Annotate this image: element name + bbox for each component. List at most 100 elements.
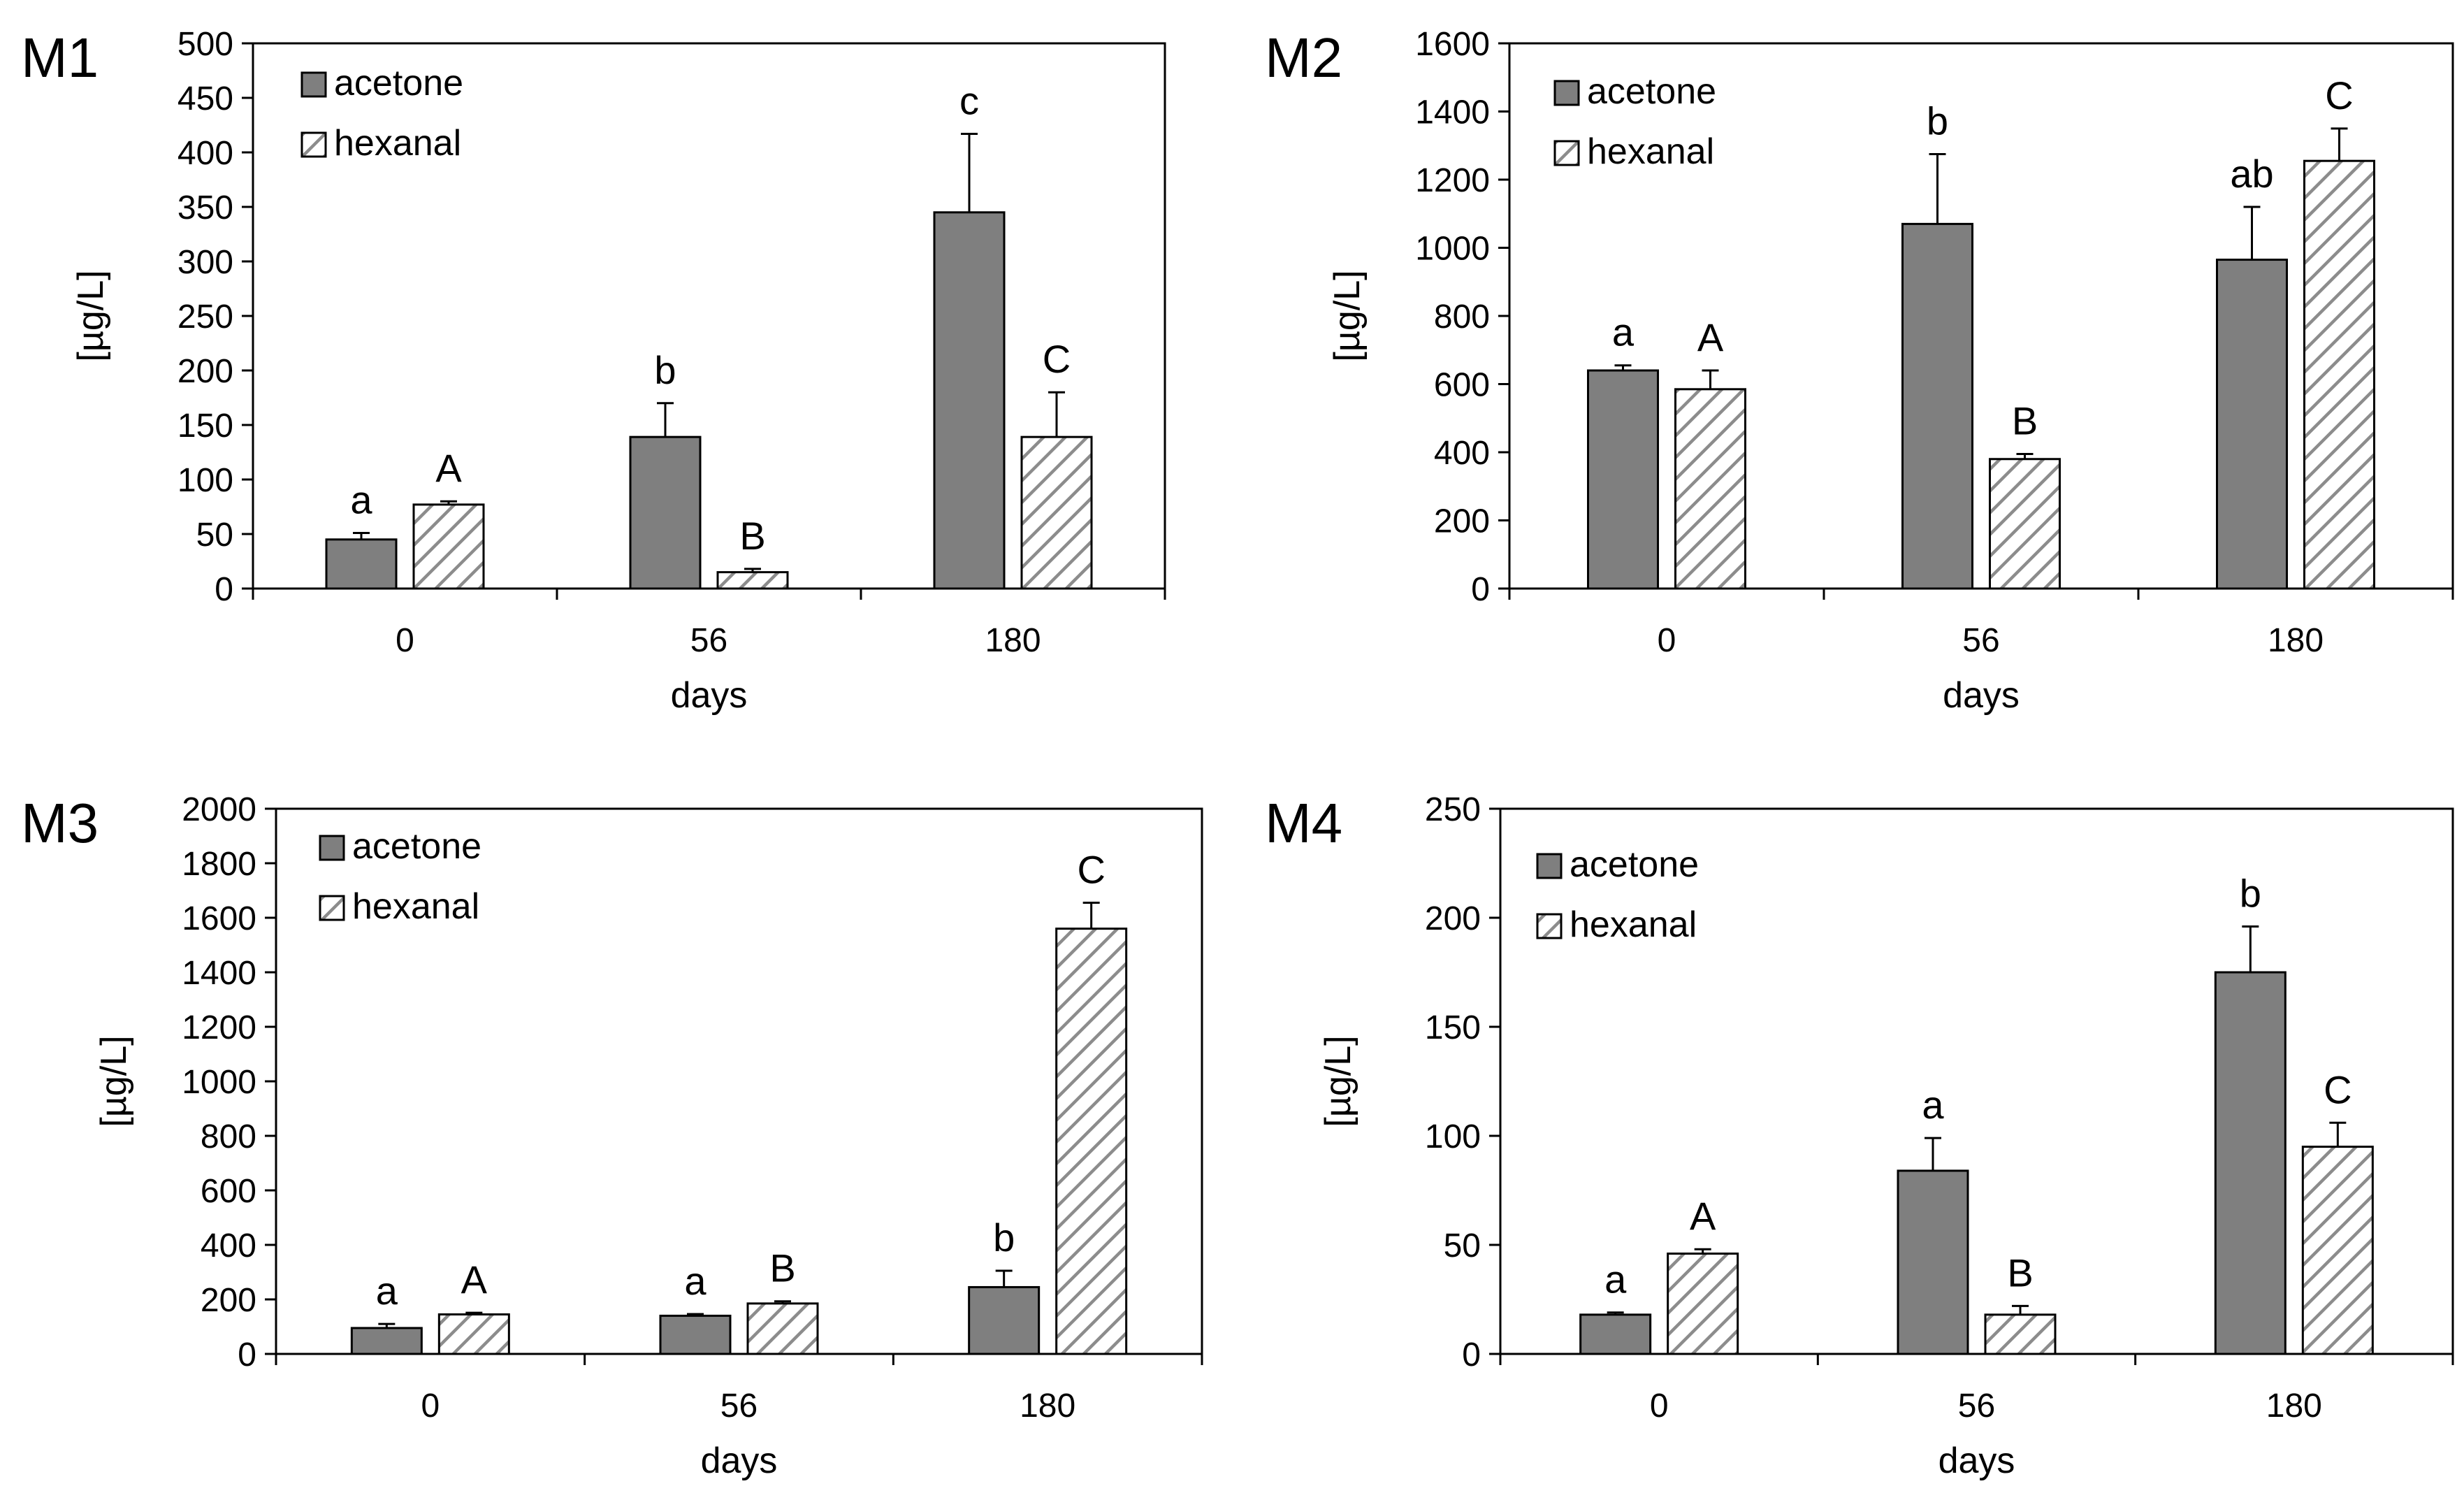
y-tick-label: 0	[238, 1336, 256, 1373]
y-tick-label: 400	[201, 1227, 256, 1264]
legend-label-acetone: acetone	[1570, 844, 1699, 885]
y-tick-label: 400	[1434, 435, 1490, 472]
significance-letter: ab	[2230, 152, 2273, 196]
y-axis-title: [µg/L]	[1318, 1035, 1358, 1127]
significance-letter: a	[1612, 310, 1635, 354]
legend-swatch-hexanal	[1536, 913, 1563, 939]
significance-letter: C	[2324, 1067, 2351, 1111]
legend-label-acetone: acetone	[352, 826, 481, 867]
significance-letter: A	[435, 446, 462, 490]
panel-label: M3	[21, 792, 99, 854]
bar-hexanal	[1667, 1252, 1739, 1355]
bar-hexanal	[1984, 1313, 2057, 1355]
bar-hexanal	[437, 1313, 510, 1355]
y-tick-label: 1400	[1415, 94, 1490, 131]
significance-letter: A	[1690, 1194, 1716, 1238]
legend-swatch-acetone	[1536, 853, 1563, 879]
significance-letter: b	[993, 1216, 1015, 1260]
y-tick-label: 200	[1425, 900, 1481, 937]
legend-swatch-acetone	[319, 835, 345, 861]
y-tick-label: 2000	[182, 791, 256, 828]
bar-hexanal	[1020, 435, 1093, 590]
legend-label-hexanal: hexanal	[1587, 131, 1714, 172]
significance-letter: b	[654, 348, 676, 392]
legend-label-hexanal: hexanal	[352, 886, 479, 927]
y-tick-label: 100	[1425, 1118, 1481, 1155]
legend-swatch-acetone	[300, 71, 327, 98]
significance-letter: B	[2012, 398, 2038, 442]
y-tick-label: 600	[1434, 367, 1490, 404]
y-tick-label: 1400	[182, 955, 256, 992]
legend: acetone hexanal	[1553, 71, 1716, 172]
y-tick-label: 600	[201, 1173, 256, 1210]
x-tick-label: 180	[2268, 622, 2324, 659]
legend-label-acetone: acetone	[1587, 71, 1716, 112]
y-tick-label: 50	[1444, 1227, 1481, 1264]
legend-swatch-hexanal	[1553, 140, 1580, 166]
significance-letter: A	[1697, 315, 1724, 359]
y-tick-label: 0	[1471, 571, 1490, 608]
y-tick-label: 0	[1462, 1336, 1481, 1373]
y-tick-label: 1000	[182, 1064, 256, 1101]
legend-swatch-hexanal	[300, 131, 327, 158]
significance-letter: B	[769, 1246, 795, 1290]
y-tick-label: 100	[177, 462, 233, 499]
legend-label-hexanal: hexanal	[1570, 904, 1697, 945]
x-tick-label: 180	[2266, 1387, 2322, 1425]
significance-letter: A	[461, 1257, 488, 1302]
bar-acetone	[629, 435, 702, 590]
panel-label: M1	[21, 27, 99, 89]
x-axis-title: days	[701, 1441, 778, 1481]
y-tick-label: 400	[177, 135, 233, 172]
bar-acetone	[933, 211, 1006, 590]
bar-acetone	[2216, 259, 2288, 590]
bar-hexanal	[1674, 388, 1746, 590]
y-tick-label: 1000	[1415, 231, 1490, 268]
y-axis-title: [µg/L]	[94, 1035, 134, 1127]
y-tick-label: 150	[1425, 1009, 1481, 1046]
bar-acetone	[350, 1327, 423, 1355]
significance-letter: a	[1604, 1257, 1627, 1302]
bar-hexanal	[1055, 928, 1128, 1355]
significance-letter: a	[350, 477, 372, 521]
legend-swatch-acetone	[1553, 80, 1580, 106]
legend-swatch-hexanal	[319, 895, 345, 921]
bar-acetone	[2214, 971, 2287, 1355]
bar-acetone	[325, 538, 398, 590]
y-axis-title: [µg/L]	[71, 270, 111, 361]
x-tick-label: 0	[421, 1387, 440, 1425]
bar-acetone	[1897, 1169, 1969, 1355]
y-tick-label: 450	[177, 80, 233, 117]
bar-acetone	[1579, 1313, 1652, 1355]
bar-hexanal	[746, 1302, 819, 1355]
significance-letter: C	[1077, 848, 1105, 892]
x-axis-title: days	[671, 675, 748, 716]
bar-hexanal	[2301, 1146, 2374, 1355]
significance-letter: a	[684, 1259, 706, 1303]
y-tick-label: 1800	[182, 846, 256, 883]
significance-letter: a	[1922, 1083, 1944, 1127]
x-tick-label: 56	[1962, 622, 1999, 659]
x-tick-label: 0	[1650, 1387, 1669, 1425]
bar-hexanal	[412, 503, 485, 590]
significance-letter: c	[959, 78, 979, 122]
y-tick-label: 800	[201, 1118, 256, 1155]
bar-acetone	[1587, 369, 1659, 590]
panel-label: M2	[1265, 27, 1342, 89]
x-tick-label: 0	[396, 622, 414, 659]
x-tick-label: 180	[985, 622, 1041, 659]
y-tick-label: 1600	[182, 900, 256, 937]
chart-panel-m4: M4 0 50 100 150 200 250 0 56 180 days [µg/L] a a b A B Ca…	[1265, 791, 2454, 1481]
plot-area	[1499, 807, 2454, 1355]
panel-label: M4	[1265, 792, 1342, 854]
bar-hexanal	[2303, 159, 2375, 590]
x-tick-label: 0	[1658, 622, 1676, 659]
x-axis-title: days	[1943, 675, 2020, 716]
chart-panel-m2: M2 0 200 400 600 800 1000 1200 1400 1600 0 56 180 day…	[1265, 26, 2454, 716]
bar-acetone	[968, 1285, 1041, 1355]
y-tick-label: 500	[177, 26, 233, 63]
y-tick-label: 200	[201, 1282, 256, 1319]
x-tick-label: 180	[1020, 1387, 1075, 1425]
